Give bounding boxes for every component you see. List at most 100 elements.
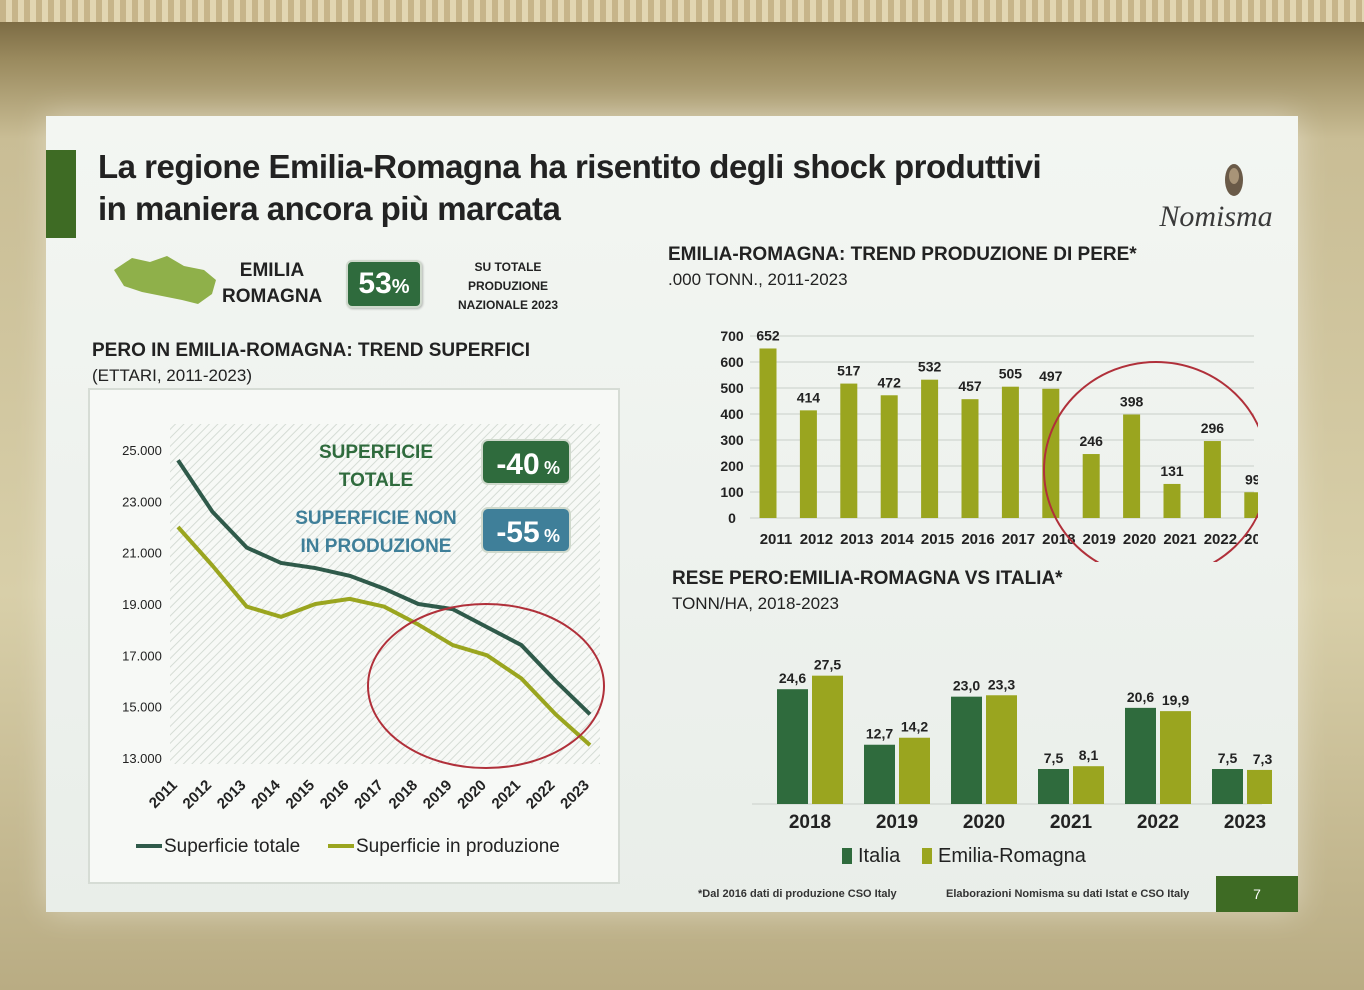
bar-2014 [880,395,898,518]
bar-value-label: 398 [1120,394,1144,410]
bar-value-label: 8,1 [1079,747,1099,763]
share-note-line-1: SU TOTALE [474,260,542,274]
yield-legend: Italia Emilia-Romagna [842,845,1087,867]
line-chart-title: PERO IN EMILIA-ROMAGNA: TREND SUPERFICI [92,340,531,361]
annotation-label-2b: IN PRODUZIONE [301,536,452,557]
legend-swatch-emilia-romagna [922,848,932,864]
x-tick-label: 2019 [1083,531,1116,548]
y-tick-label: 100 [720,484,744,500]
x-tick-label: 2022 [523,777,559,813]
x-tick-label: 2012 [800,531,833,548]
legend-label-production: Superficie in produzione [356,836,560,857]
bar-emilia-romagna-2019 [899,737,930,804]
nomisma-logo: Nomisma [1146,156,1286,236]
x-tick-label: 2011 [760,531,793,548]
bar-value-label: 99 [1245,471,1258,487]
x-tick-label: 2016 [961,531,994,548]
region-label: EMILIA ROMAGNA [222,258,322,310]
share-value: 53 [358,267,392,300]
y-tick-label: 13.000 [122,751,162,766]
bar-value-label: 23,3 [988,676,1015,692]
annotation-value-2: -55 [496,516,539,549]
region-line-2: ROMAGNA [222,286,323,307]
annotation-unit-2: % [544,526,560,546]
bar-2021 [1163,483,1181,518]
bar-emilia-romagna-2021 [1073,766,1104,804]
bar-italia-2021 [1038,769,1069,804]
x-tick-label: 2014 [881,531,915,548]
production-chart-subtitle: .000 TONN., 2011-2023 [668,270,848,289]
x-tick-label: 2012 [180,777,216,813]
bar-emilia-romagna-2022 [1160,711,1191,804]
highlight-circle [1043,361,1258,562]
bar-value-label: 517 [837,363,861,379]
bar-value-label: 7,5 [1218,750,1238,766]
x-tick-label: 2017 [1002,531,1035,548]
series-line-superficie-totale [176,459,592,716]
legend-label-italia: Italia [858,845,901,867]
production-chart-title: EMILIA-ROMAGNA: TREND PRODUZIONE DI PERE… [668,244,1137,265]
share-unit: % [391,276,410,298]
x-tick-label: 2015 [921,531,954,548]
x-tick-label: 2022 [1204,531,1237,548]
bar-2023 [1244,492,1258,518]
x-tick-label: 2021 [1050,812,1093,833]
y-tick-label: 500 [720,380,744,396]
x-tick-label: 2019 [876,812,918,833]
x-tick-label: 2020 [454,777,490,813]
footnote: *Dal 2016 dati di produzione CSO Italy [698,888,897,900]
share-note-line-2: PRODUZIONE [467,279,548,293]
bar-value-label: 505 [999,366,1023,382]
yield-chart-subtitle: TONN/HA, 2018-2023 [672,594,839,613]
bar-2022 [1203,441,1221,518]
share-note: SU TOTALE PRODUZIONE NAZIONALE 2023 [446,258,570,315]
bar-value-label: 246 [1080,433,1104,449]
bar-italia-2022 [1125,707,1156,804]
x-tick-label: 2022 [1137,812,1179,833]
x-tick-label: 2018 [386,777,422,813]
source-note: Elaborazioni Nomisma su dati Istat e CSO… [946,888,1190,900]
bar-value-label: 296 [1201,420,1225,436]
share-note-line-3: NAZIONALE 2023 [457,298,559,312]
y-tick-label: 600 [720,354,744,370]
bar-value-label: 19,9 [1162,692,1189,708]
annotation-label-2a: SUPERFICIE NON [295,508,457,529]
bar-italia-2018 [777,689,808,804]
x-tick-label: 2015 [283,777,319,813]
line-chart-subtitle: (ETTARI, 2011-2023) [92,366,252,385]
line-chart: 25.000 23.000 21.000 19.000 17.000 15.000 13.0… [122,424,605,857]
bar-2019 [1082,454,1100,518]
y-tick-label: 0 [728,510,736,526]
bar-italia-2019 [864,744,895,804]
y-tick-label: 200 [720,458,744,474]
x-tick-label: 2021 [489,777,525,813]
title-accent-bar [46,150,76,238]
legend-label-emilia-romagna: Emilia-Romagna [938,845,1087,867]
logo-wordmark: Nomisma [1159,200,1273,233]
x-tick-label: 2013 [214,777,250,813]
page-number: 7 [1216,876,1298,912]
bar-value-label: 497 [1039,368,1063,384]
bar-value-label: 7,5 [1044,750,1064,766]
annotation-badge-2 [481,507,571,553]
bar-value-label: 20,6 [1127,689,1154,705]
highlight-circle [367,603,605,769]
bar-2011 [759,348,777,518]
x-tick-label: 2013 [840,531,873,548]
share-badge: 53% [346,260,422,308]
y-tick-label: 19.000 [122,597,162,612]
bar-italia-2023 [1212,769,1243,804]
title-line-1: La regione Emilia-Romagna ha risentito d… [98,148,1042,185]
bar-italia-2020 [951,696,982,804]
bar-2013 [840,383,858,518]
y-tick-label: 21.000 [122,546,162,561]
bar-2015 [921,379,939,518]
y-tick-label: 700 [720,328,744,344]
legend-label-total: Superficie totale [164,836,300,857]
bar-value-label: 12,7 [866,726,893,742]
x-tick-label: 2016 [317,777,353,813]
x-tick-label: 2023 [1244,531,1258,548]
bar-value-label: 532 [918,359,942,375]
x-tick-label: 2011 [146,777,181,812]
x-tick-label: 2018 [789,812,831,833]
